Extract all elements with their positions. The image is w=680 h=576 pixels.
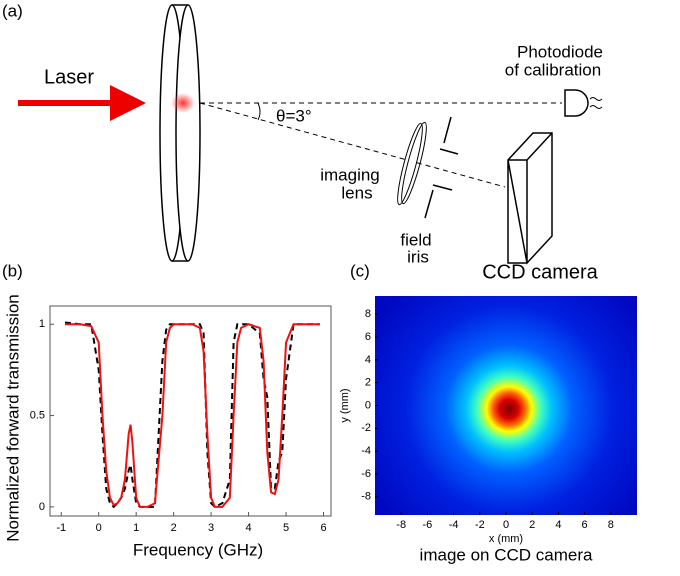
iris-label: iris [407, 247, 429, 266]
scattered-beam [199, 102, 506, 188]
transmission-plot: (b) -1 0 1 2 3 4 5 6 0 0.5 1 Frequency (GHz) Normaliz… [2, 261, 332, 559]
x-tick-label: -1 [56, 522, 66, 534]
x-tick-label: -4 [449, 519, 459, 531]
y-tick-label: 8 [365, 308, 371, 320]
x-tick-label: -8 [396, 519, 406, 531]
laser-spot [171, 93, 195, 113]
x-tick-label: 6 [320, 522, 326, 534]
x-tick-label: 0 [96, 522, 102, 534]
x-tick-label: -6 [423, 519, 433, 531]
ccd-image-plot: (c) -8 -6 -4 -2 0 2 4 6 8 -8 -6 -4 -2 0 2 4 6 8 x (mm) y (mm… [339, 261, 637, 564]
x-axis-label: x (mm) [489, 533, 523, 545]
x-tick-label: 2 [171, 522, 177, 534]
panel-label: (a) [2, 1, 23, 20]
panel-label: (c) [350, 261, 370, 280]
y-tick-label: -6 [361, 468, 371, 480]
y-tick-label: -2 [361, 422, 371, 434]
x-tick-label: 0 [503, 519, 509, 531]
y-tick-label: 1 [39, 318, 45, 330]
photodiode-label: Photodiode [517, 42, 603, 61]
y-axis-label: y (mm) [339, 388, 351, 422]
x-tick-label: 8 [608, 519, 614, 531]
ccd-image [375, 296, 637, 515]
y-axis-label: Normalized forward transmission [3, 294, 22, 542]
y-tick-label: -4 [361, 445, 371, 457]
data-line [64, 323, 320, 508]
field-iris [424, 116, 459, 219]
y-tick-label: 0 [365, 399, 371, 411]
y-tick-label: 0.5 [30, 409, 45, 421]
x-tick-label: 3 [208, 522, 214, 534]
panel-label: (b) [2, 261, 23, 280]
x-tick-label: 4 [246, 522, 252, 534]
y-tick-label: 2 [365, 377, 371, 389]
x-tick-label: 1 [133, 522, 139, 534]
camera-label: CCD camera [482, 261, 598, 283]
imaging-lens [401, 121, 427, 205]
y-tick-label: 4 [365, 354, 371, 366]
y-tick-label: 0 [39, 501, 45, 513]
lens-label: lens [341, 183, 372, 202]
angle-arc [257, 102, 261, 121]
ccd-camera [507, 132, 553, 265]
x-tick-label: 5 [283, 522, 289, 534]
y-tick-label: 6 [365, 331, 371, 343]
y-tick-label: -8 [361, 491, 371, 503]
plot-frame [49, 305, 332, 517]
angle-label: θ=3° [276, 106, 312, 125]
x-tick-label: 2 [529, 519, 535, 531]
disk-edge [172, 4, 188, 262]
photodiode-label: of calibration [505, 60, 601, 79]
x-tick-label: -2 [475, 519, 485, 531]
photodiode [564, 89, 589, 117]
x-axis-label: Frequency (GHz) [133, 540, 263, 559]
laser-label: Laser [44, 66, 94, 88]
iris-label: field [400, 230, 431, 249]
disk-face [175, 4, 201, 262]
lens-label: imaging [320, 165, 380, 184]
setup-diagram: (a) Laser θ=3° Photodiode of calibration… [2, 1, 603, 283]
caption: image on CCD camera [420, 545, 593, 564]
x-tick-label: 4 [555, 519, 561, 531]
photodiode-wave [589, 97, 603, 109]
imaging-lens [397, 122, 423, 206]
x-tick-label: 6 [582, 519, 588, 531]
